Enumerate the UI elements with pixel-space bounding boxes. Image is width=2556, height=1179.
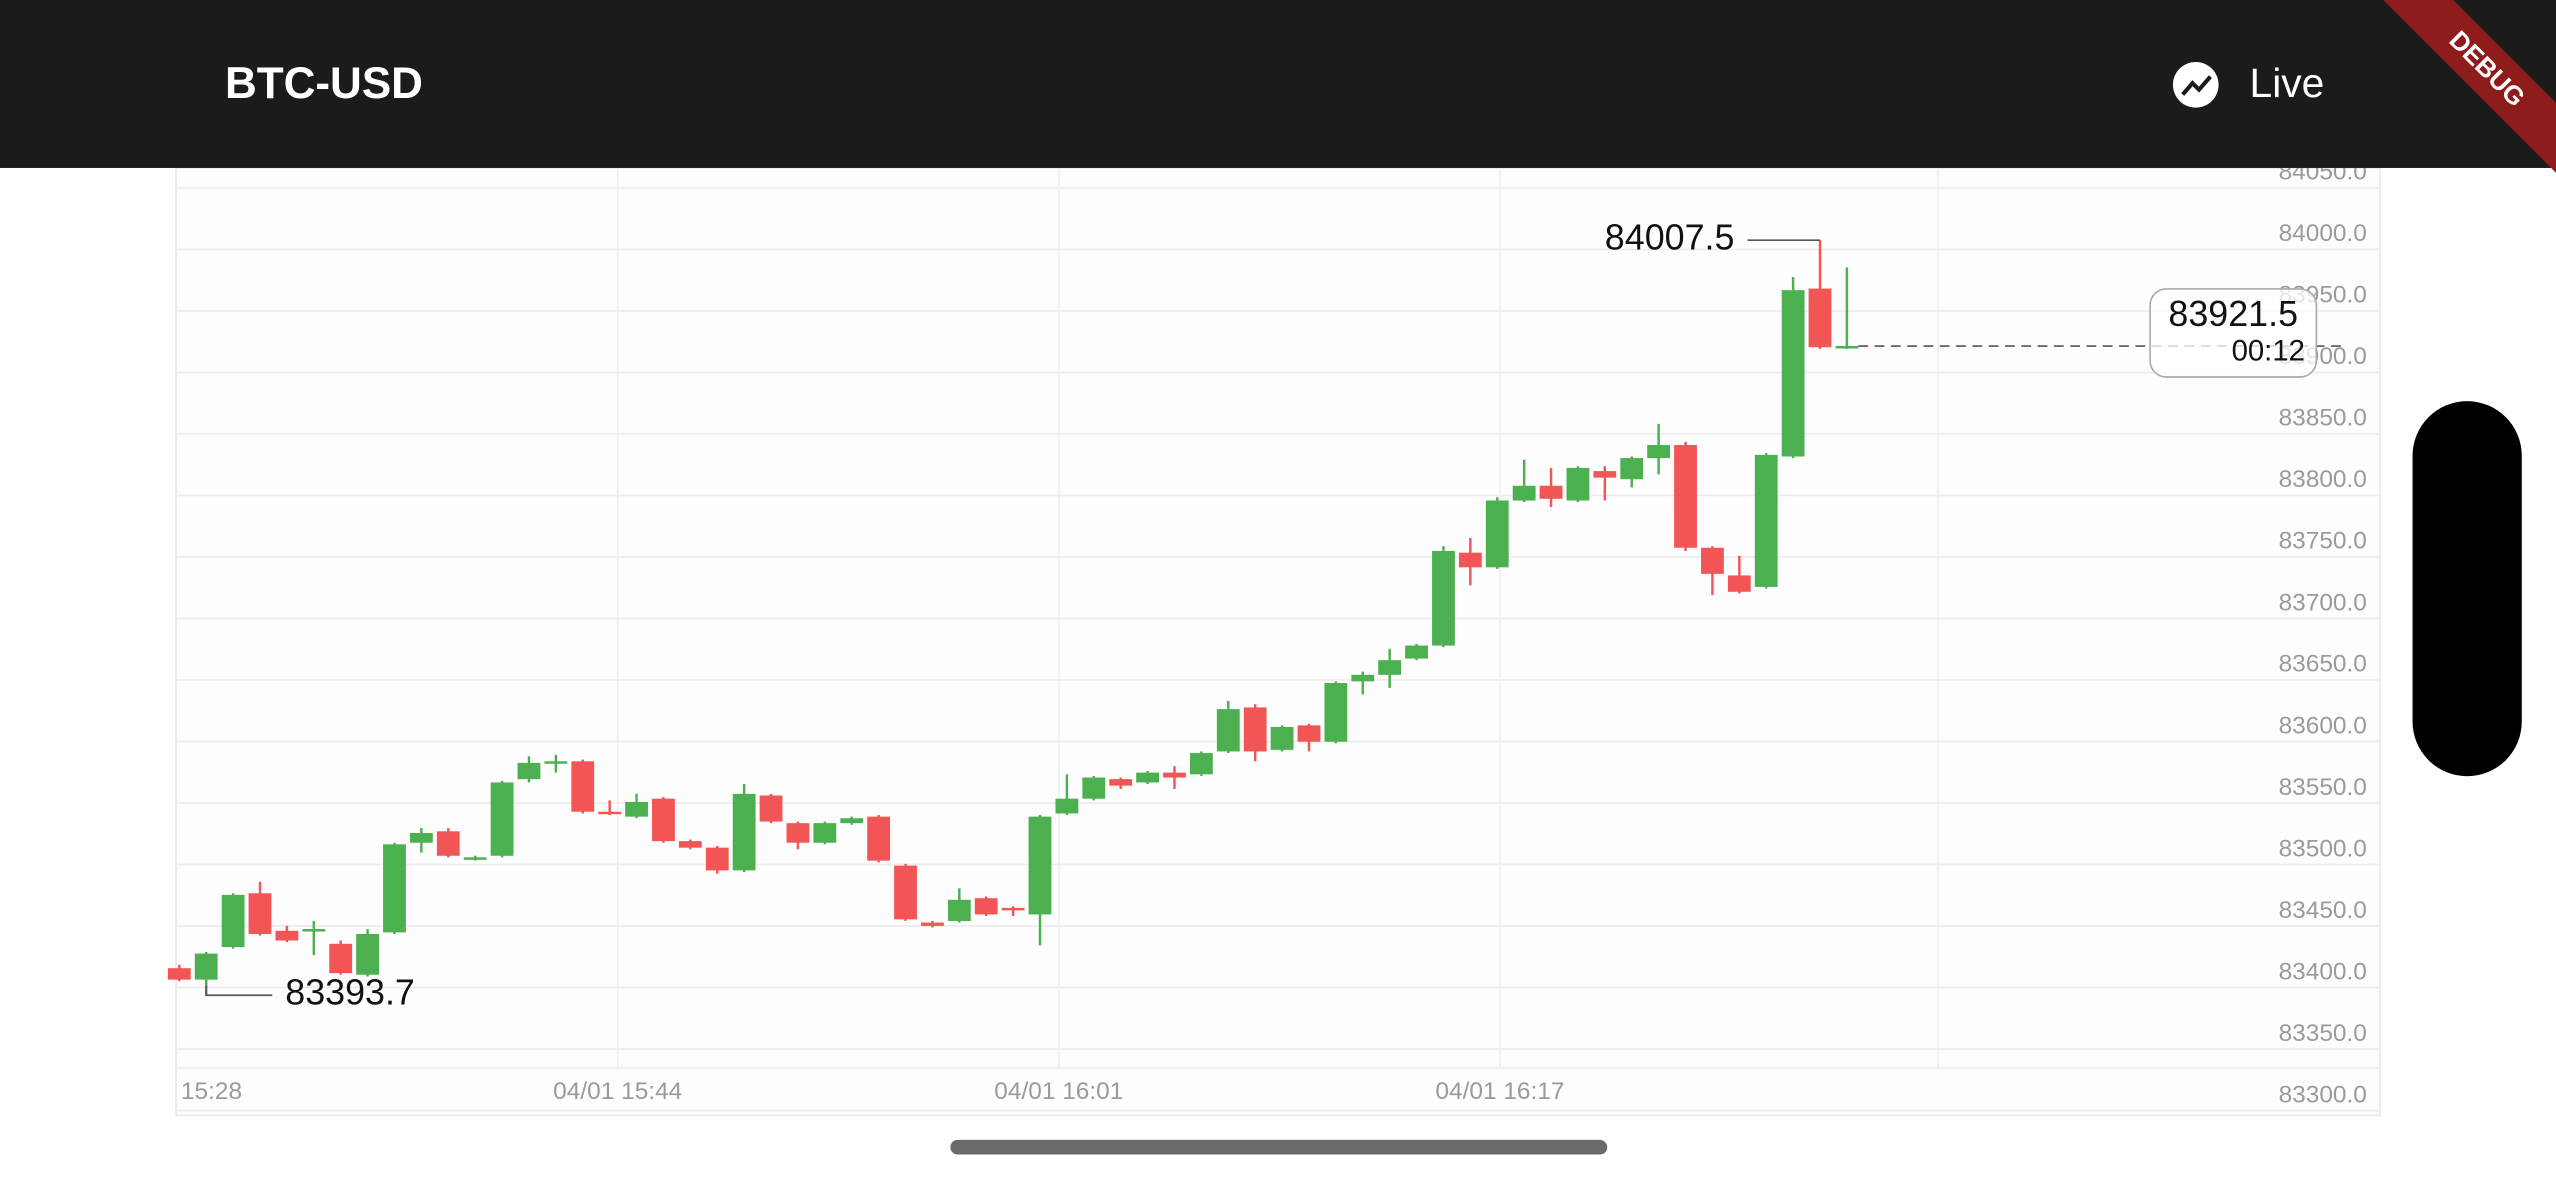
candle-body <box>1351 674 1375 682</box>
candle-body <box>1620 458 1644 480</box>
side-handle[interactable] <box>2412 401 2522 777</box>
candle-body <box>1485 500 1509 568</box>
candle-body <box>248 893 272 934</box>
y-tick-label: 83450.0 <box>2279 897 2367 924</box>
min-leader <box>205 985 273 997</box>
candle-body <box>302 929 326 932</box>
candle-body <box>921 922 944 926</box>
candle-body <box>1781 290 1805 457</box>
candle-body <box>1727 575 1751 592</box>
candle-body <box>894 865 917 920</box>
candle-body <box>786 823 810 843</box>
candle-body <box>490 782 514 856</box>
last-price-label: 83921.5 <box>2168 294 2298 334</box>
candle-body <box>625 802 648 817</box>
candle-body <box>275 930 299 941</box>
candle-body <box>1082 777 1106 799</box>
candle-body <box>194 953 218 980</box>
candle-body <box>705 847 729 871</box>
y-tick-label: 83750.0 <box>2279 528 2367 555</box>
candle-body <box>1297 725 1321 742</box>
y-tick-label: 83600.0 <box>2279 712 2367 739</box>
candle-body <box>167 968 191 980</box>
candle-body <box>1647 445 1671 459</box>
max-label: 84007.5 <box>1605 218 1735 258</box>
candle-body <box>1109 779 1133 786</box>
candle-body <box>974 898 998 915</box>
y-tick-label: 83700.0 <box>2279 589 2367 616</box>
candle-body <box>383 844 406 933</box>
y-tick-label: 83800.0 <box>2279 466 2367 493</box>
candle-body <box>840 818 864 824</box>
candle-body <box>652 798 675 842</box>
y-tick-label: 84000.0 <box>2279 220 2367 247</box>
last-price-box <box>2149 288 2318 378</box>
candle-body <box>1324 683 1348 742</box>
y-tick-label: 83400.0 <box>2279 958 2367 985</box>
candle-body <box>1674 445 1697 548</box>
candle-body <box>1028 816 1052 915</box>
candle-body <box>598 811 622 815</box>
candle-body <box>1432 550 1455 646</box>
candle-body <box>678 841 702 848</box>
y-tick-label: 83650.0 <box>2279 651 2367 678</box>
candle-body <box>1701 547 1724 574</box>
y-tick-label: 83850.0 <box>2279 405 2367 432</box>
plot: 84050.084000.083950.083900.083850.083800… <box>167 159 2380 1112</box>
candle-body <box>544 761 568 764</box>
candle-body <box>1243 707 1267 752</box>
app-bar <box>0 0 2556 168</box>
candle-body <box>356 933 379 975</box>
candle-body <box>571 761 595 812</box>
candle-body <box>1136 772 1160 783</box>
candle-body <box>1539 485 1563 499</box>
x-tick-label: 15:28 <box>181 1078 242 1105</box>
candle-body <box>1216 709 1240 752</box>
scrollbar[interactable] <box>950 1139 1608 1155</box>
candle-body <box>813 823 837 843</box>
x-tick-label: 04/01 15:44 <box>553 1078 682 1105</box>
candle-body <box>1512 485 1536 501</box>
y-tick-label: 83500.0 <box>2279 835 2367 862</box>
candle-body <box>867 816 891 861</box>
min-label: 83393.7 <box>285 973 415 1013</box>
candle-body <box>463 857 487 860</box>
candle-body <box>409 833 433 843</box>
candle-body <box>436 831 460 856</box>
candle-body <box>517 762 541 780</box>
live-label[interactable]: Live <box>2250 60 2325 106</box>
candle-body <box>1593 471 1617 478</box>
candle-body <box>1270 726 1294 750</box>
candle-body <box>1458 552 1482 568</box>
candle-body <box>1808 288 1832 348</box>
y-tick-label: 83550.0 <box>2279 774 2367 801</box>
candle-body <box>1001 907 1025 911</box>
app-title: BTC-USD <box>225 59 423 108</box>
candle-body <box>759 795 783 822</box>
y-tick-label: 83300.0 <box>2279 1081 2367 1108</box>
candle-body <box>329 943 353 974</box>
candle-body <box>732 793 756 871</box>
candle-body <box>221 894 245 948</box>
candle-body <box>1163 772 1186 778</box>
y-tick-label: 83350.0 <box>2279 1020 2367 1047</box>
x-tick-label: 04/01 16:01 <box>994 1078 1123 1105</box>
candle-body <box>1055 798 1079 814</box>
candle-body <box>947 899 971 921</box>
candle-body <box>1378 660 1402 675</box>
candle-body <box>1754 454 1778 587</box>
candle-body <box>1566 467 1590 501</box>
countdown-label: 00:12 <box>2232 334 2305 367</box>
candle-body <box>1189 753 1213 775</box>
x-tick-label: 04/01 16:17 <box>1435 1078 1564 1105</box>
candle-body <box>1405 645 1428 659</box>
live-button[interactable]: Live <box>2172 60 2325 108</box>
live-icon-arrow[interactable] <box>2181 75 2212 96</box>
candle-body <box>1835 346 1859 349</box>
plot-area <box>175 167 2381 1117</box>
